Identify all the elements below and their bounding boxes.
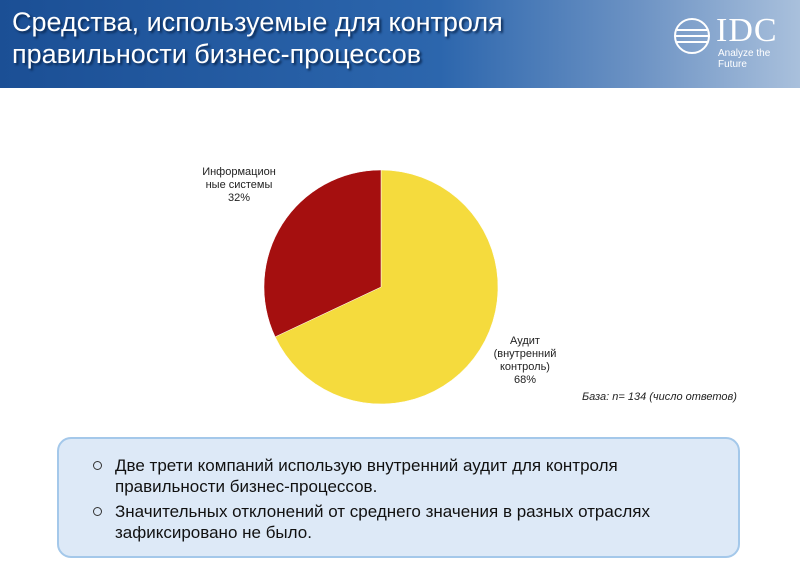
- base-note: База: n= 134 (число ответов): [582, 391, 737, 403]
- slice-label: Информационные системы 32%: [200, 166, 278, 205]
- summary-box: Две трети компаний использую внутренний …: [57, 437, 740, 558]
- logo-text: IDC: [716, 12, 778, 49]
- pie-slice: [263, 169, 382, 338]
- bullet-list: Две трети компаний использую внутренний …: [59, 439, 738, 543]
- value-label: 68%: [513, 374, 537, 386]
- value-label: 32%: [227, 192, 251, 204]
- pie-chart: [263, 169, 499, 405]
- slice-label: Аудит (внутренний контроль) 68%: [488, 335, 562, 387]
- bullet: Значительных отклонений от среднего знач…: [93, 501, 708, 543]
- bullet: Две трети компаний использую внутренний …: [93, 455, 708, 497]
- logo-tagline: Analyze the Future: [718, 48, 771, 70]
- header: Средства, используемые для контроля прав…: [0, 0, 800, 88]
- logo: IDC Analyze the Future: [672, 14, 800, 70]
- category-label: Информационные системы: [202, 166, 276, 191]
- slide-title: Средства, используемые для контроля прав…: [12, 7, 503, 69]
- logo-globe: [674, 18, 710, 54]
- category-label: Аудит (внутренний контроль): [493, 335, 557, 373]
- pie-slice: [274, 169, 499, 405]
